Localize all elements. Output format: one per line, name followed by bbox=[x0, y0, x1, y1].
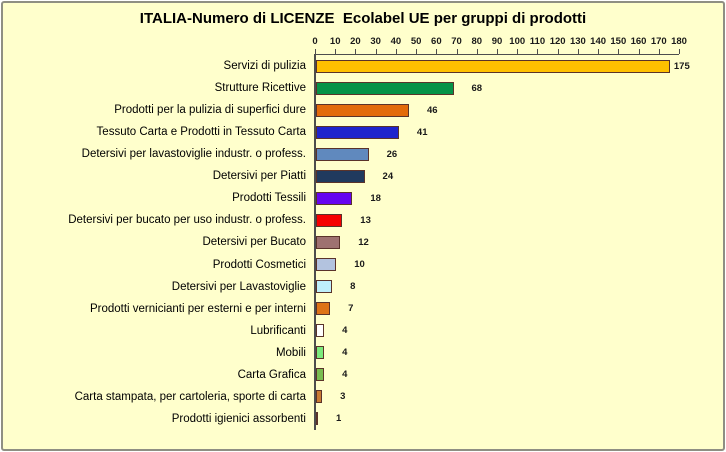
category-label: Lubrificanti bbox=[250, 324, 306, 337]
x-tick-label: 60 bbox=[431, 36, 442, 47]
value-label: 10 bbox=[354, 259, 365, 271]
category-label: Servizi di pulizia bbox=[223, 60, 306, 72]
chart-title: ITALIA-Numero di LICENZE Ecolabel UE per… bbox=[139, 10, 587, 27]
x-tick-mark bbox=[598, 49, 600, 54]
x-tick-label: 100 bbox=[509, 36, 526, 47]
category-label: Detersivi per Piatti bbox=[212, 170, 306, 183]
y-axis-line bbox=[314, 54, 316, 430]
value-label: 12 bbox=[358, 237, 369, 248]
bar bbox=[316, 236, 341, 249]
x-tick-mark bbox=[436, 49, 438, 54]
bar bbox=[316, 346, 325, 360]
x-tick-label: 70 bbox=[451, 36, 462, 47]
x-tick-label: 30 bbox=[370, 36, 381, 47]
bar bbox=[316, 125, 399, 139]
category-label: Carta stampata, per cartoleria, sporte d… bbox=[74, 390, 306, 403]
bar bbox=[316, 213, 343, 227]
x-tick-label: 170 bbox=[650, 36, 667, 47]
value-label: 7 bbox=[348, 303, 354, 315]
x-tick-mark bbox=[315, 49, 316, 54]
category-label: Detersivi per lavastoviglie industr. o p… bbox=[81, 148, 306, 161]
x-tick-mark bbox=[638, 49, 640, 54]
category-label: Detersivi per bucato per uso industr. o … bbox=[68, 214, 306, 227]
x-tick-label: 50 bbox=[410, 36, 422, 47]
value-label: 13 bbox=[360, 214, 371, 226]
x-axis-ticks: 0 10 20 30 40 50 60 70 80 90 100 110 120 130 140 150 160… bbox=[312, 0, 687, 54]
category-label: Tessuto Carta e Prodotti in Tessuto Cart… bbox=[96, 126, 306, 139]
x-tick-mark bbox=[658, 49, 660, 54]
x-tick-label: 80 bbox=[471, 36, 483, 47]
value-label: 4 bbox=[342, 325, 348, 337]
x-tick-label: 10 bbox=[329, 36, 341, 47]
bar bbox=[316, 147, 369, 161]
x-axis-line bbox=[315, 54, 679, 55]
bar bbox=[316, 81, 454, 95]
category-label: Mobili bbox=[275, 346, 306, 359]
x-tick-label: 130 bbox=[569, 36, 586, 47]
value-label: 18 bbox=[370, 192, 381, 204]
x-tick-mark bbox=[618, 49, 620, 54]
category-label: Prodotti Tessili bbox=[232, 192, 306, 205]
x-tick-mark bbox=[557, 49, 559, 54]
x-tick-mark bbox=[517, 49, 519, 54]
x-tick-mark bbox=[416, 49, 418, 54]
bar bbox=[316, 258, 337, 272]
value-label: 4 bbox=[342, 347, 348, 359]
category-axis-labels: Servizi di pulizia Strutture Ricettive Pro… bbox=[6, 54, 310, 429]
x-tick-label: 160 bbox=[630, 36, 647, 47]
x-tick-label: 0 bbox=[312, 36, 318, 47]
bar bbox=[316, 412, 319, 426]
category-label: Prodotti per la pulizia di superfici dur… bbox=[114, 104, 306, 117]
x-tick-mark bbox=[456, 49, 458, 54]
x-tick-mark bbox=[395, 49, 397, 54]
value-label: 3 bbox=[340, 391, 346, 403]
value-label: 8 bbox=[350, 281, 356, 293]
value-label: 46 bbox=[427, 104, 438, 116]
category-label: Detersivi per Lavastoviglie bbox=[171, 280, 306, 293]
bar bbox=[316, 169, 365, 183]
bar bbox=[316, 302, 331, 316]
value-label: 41 bbox=[416, 126, 428, 138]
x-tick-mark bbox=[335, 49, 337, 54]
value-label: 24 bbox=[382, 170, 394, 182]
plot-area: 175 68 46 41 26 24 18 13 12 10 8 7 4 4 4 3 1 bbox=[316, 55, 690, 429]
category-label: Strutture Ricettive bbox=[214, 82, 306, 95]
x-tick-mark bbox=[375, 49, 377, 54]
x-tick-label: 120 bbox=[549, 36, 566, 47]
category-label: Carta Grafica bbox=[237, 368, 306, 381]
x-tick-mark bbox=[577, 49, 579, 54]
value-label: 26 bbox=[386, 148, 398, 160]
bar bbox=[316, 280, 333, 294]
category-label: Prodotti igienici assorbenti bbox=[171, 412, 306, 425]
x-tick-label: 180 bbox=[671, 36, 687, 47]
value-label: 1 bbox=[336, 413, 342, 425]
bar bbox=[316, 59, 670, 73]
bar bbox=[316, 390, 323, 404]
x-tick-label: 90 bbox=[491, 36, 503, 47]
x-tick-mark bbox=[537, 49, 539, 54]
category-label: Detersivi per Bucato bbox=[202, 236, 306, 249]
x-tick-label: 140 bbox=[590, 36, 607, 47]
value-label: 68 bbox=[471, 82, 483, 94]
x-tick-label: 20 bbox=[350, 36, 361, 47]
bar bbox=[316, 103, 410, 117]
value-label: 4 bbox=[342, 369, 348, 381]
bar bbox=[316, 368, 325, 382]
x-tick-label: 150 bbox=[610, 36, 627, 47]
x-tick-mark bbox=[497, 49, 498, 54]
x-tick-mark bbox=[679, 49, 680, 54]
category-label: Prodotti Cosmetici bbox=[212, 258, 306, 271]
x-tick-mark bbox=[476, 49, 478, 54]
bar bbox=[316, 324, 325, 338]
category-label: Prodotti vernicianti per esterni e per i… bbox=[89, 302, 306, 315]
x-tick-mark bbox=[355, 49, 357, 54]
bar bbox=[316, 191, 353, 205]
value-label: 175 bbox=[673, 60, 690, 72]
x-tick-label: 110 bbox=[529, 36, 546, 47]
x-tick-label: 40 bbox=[390, 36, 402, 47]
